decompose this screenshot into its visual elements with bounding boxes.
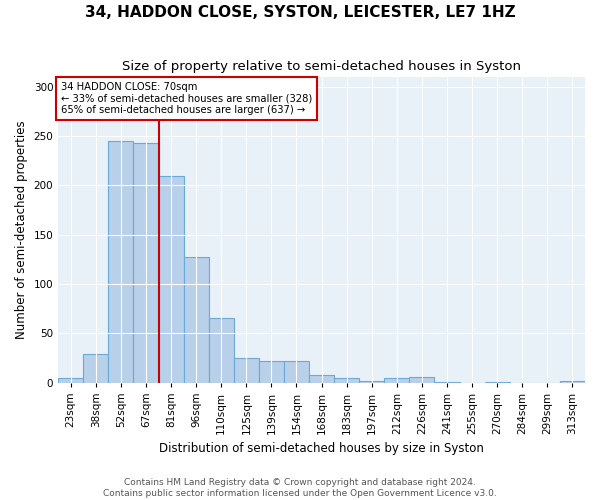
Text: 34 HADDON CLOSE: 70sqm
← 33% of semi-detached houses are smaller (328)
65% of se: 34 HADDON CLOSE: 70sqm ← 33% of semi-det…	[61, 82, 312, 114]
Bar	[359, 380, 385, 382]
Text: Contains HM Land Registry data © Crown copyright and database right 2024.
Contai: Contains HM Land Registry data © Crown c…	[103, 478, 497, 498]
Bar	[109, 141, 133, 382]
Bar	[58, 378, 83, 382]
Bar	[184, 258, 209, 382]
Bar	[234, 358, 259, 382]
Bar	[158, 176, 184, 382]
Bar	[209, 318, 234, 382]
Text: 34, HADDON CLOSE, SYSTON, LEICESTER, LE7 1HZ: 34, HADDON CLOSE, SYSTON, LEICESTER, LE7…	[85, 5, 515, 20]
X-axis label: Distribution of semi-detached houses by size in Syston: Distribution of semi-detached houses by …	[159, 442, 484, 455]
Bar	[284, 361, 309, 382]
Bar	[560, 380, 585, 382]
Bar	[83, 354, 109, 382]
Bar	[133, 143, 158, 382]
Bar	[309, 374, 334, 382]
Bar	[259, 361, 284, 382]
Bar	[334, 378, 359, 382]
Y-axis label: Number of semi-detached properties: Number of semi-detached properties	[15, 120, 28, 339]
Bar	[409, 376, 434, 382]
Title: Size of property relative to semi-detached houses in Syston: Size of property relative to semi-detach…	[122, 60, 521, 73]
Bar	[385, 378, 409, 382]
